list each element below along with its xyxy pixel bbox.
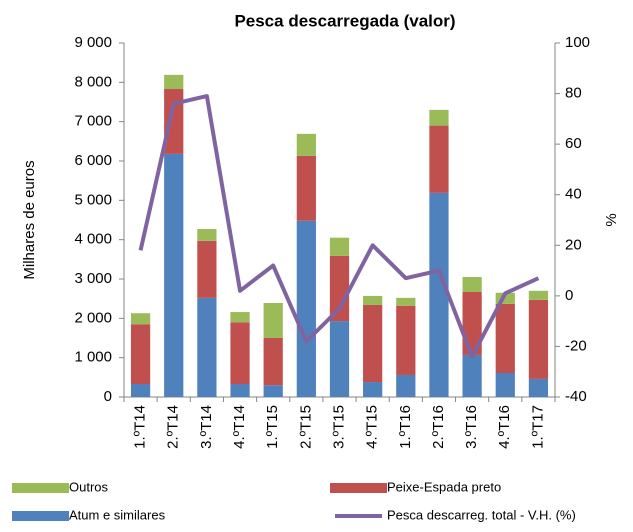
x-tick-label: 3.ºT14	[198, 405, 215, 449]
bar-segment	[363, 382, 383, 397]
bar-segment	[363, 295, 383, 305]
legend-swatch	[12, 483, 69, 493]
legend-swatch	[12, 511, 69, 521]
x-tick-label: 4.ºT14	[231, 405, 248, 449]
y-tick-label: 6 000	[74, 152, 112, 169]
y2-tick-label: 60	[565, 135, 582, 152]
y2-tick-label: 40	[565, 186, 582, 203]
legend-label: Pesca descarreg. total - V.H. (%)	[387, 507, 576, 522]
bar-segment	[462, 277, 482, 292]
bar-segment	[230, 322, 250, 385]
bar-segment	[396, 305, 416, 375]
bar-segment	[495, 292, 515, 304]
bar-segment	[296, 220, 316, 397]
x-tick-label: 1.ºT17	[529, 405, 546, 449]
y-tick-label: 9 000	[74, 34, 112, 51]
x-tick-label: 4.ºT15	[364, 405, 381, 449]
bar-segment	[164, 89, 184, 154]
y2-axis-title: %	[603, 213, 620, 226]
y2-tick-label: 20	[565, 236, 582, 253]
bar-segment	[329, 255, 350, 322]
bar-segment	[396, 374, 416, 397]
x-tick-label: 1.ºT15	[264, 405, 281, 449]
y2-tick-label: 80	[565, 85, 582, 102]
bar-segment	[363, 304, 383, 383]
y-tick-label: 2 000	[74, 309, 112, 326]
bar-segment	[495, 303, 515, 374]
bar-segment	[263, 338, 283, 386]
bar-segment	[130, 313, 151, 325]
y-axis-title: Milhares de euros	[21, 160, 38, 279]
bar-segment	[296, 133, 316, 156]
bar-segment	[164, 74, 184, 90]
bar-segment	[230, 384, 250, 397]
bar-segment	[296, 155, 316, 221]
bar-segment	[429, 125, 449, 193]
y2-tick-label: -40	[565, 388, 587, 405]
y2-tick-label: 100	[565, 34, 590, 51]
y-tick-label: 1 000	[74, 349, 112, 366]
bar-segment	[429, 192, 449, 397]
bar-segment	[197, 297, 217, 397]
bar-segment	[197, 229, 217, 241]
y-tick-label: 3 000	[74, 270, 112, 287]
bar-segment	[329, 237, 350, 256]
y2-tick-label: 0	[565, 287, 573, 304]
x-tick-label: 3.ºT16	[463, 405, 480, 449]
bar-segment	[329, 321, 350, 397]
bar-segment	[429, 109, 449, 126]
y-tick-label: 7 000	[74, 113, 112, 130]
bar-segment	[263, 302, 283, 338]
bar-segment	[263, 385, 283, 397]
bar-segment	[164, 153, 184, 397]
bar-segment	[462, 354, 482, 397]
legend-swatch	[330, 483, 387, 493]
bar-segment	[528, 299, 549, 379]
bar-segment	[197, 240, 217, 298]
x-tick-label: 4.ºT16	[496, 405, 513, 449]
bar-segment	[528, 290, 549, 300]
x-tick-label: 1.ºT14	[132, 405, 149, 449]
bar-segment	[130, 384, 151, 397]
x-tick-label: 2.ºT16	[430, 405, 447, 449]
bar-segment	[495, 373, 515, 397]
legend-label: Peixe-Espada preto	[387, 479, 501, 494]
bar-segment	[130, 324, 151, 385]
y-tick-label: 5 000	[74, 191, 112, 208]
y-tick-label: 0	[104, 388, 112, 405]
chart-title: Pesca descarregada (valor)	[234, 11, 455, 30]
x-tick-label: 3.ºT15	[330, 405, 347, 449]
bar-segment	[230, 312, 250, 323]
legend-label: Atum e similares	[69, 507, 166, 522]
x-tick-label: 2.ºT15	[297, 405, 314, 449]
legend-label: Outros	[69, 479, 109, 494]
bar-segment	[396, 297, 416, 306]
bar-segment	[528, 378, 549, 397]
line-series	[138, 94, 540, 359]
y-tick-label: 4 000	[74, 231, 112, 248]
x-tick-label: 1.ºT16	[397, 405, 414, 449]
x-tick-label: 2.ºT14	[165, 405, 182, 449]
y-tick-label: 8 000	[74, 73, 112, 90]
y2-tick-label: -20	[565, 337, 587, 354]
